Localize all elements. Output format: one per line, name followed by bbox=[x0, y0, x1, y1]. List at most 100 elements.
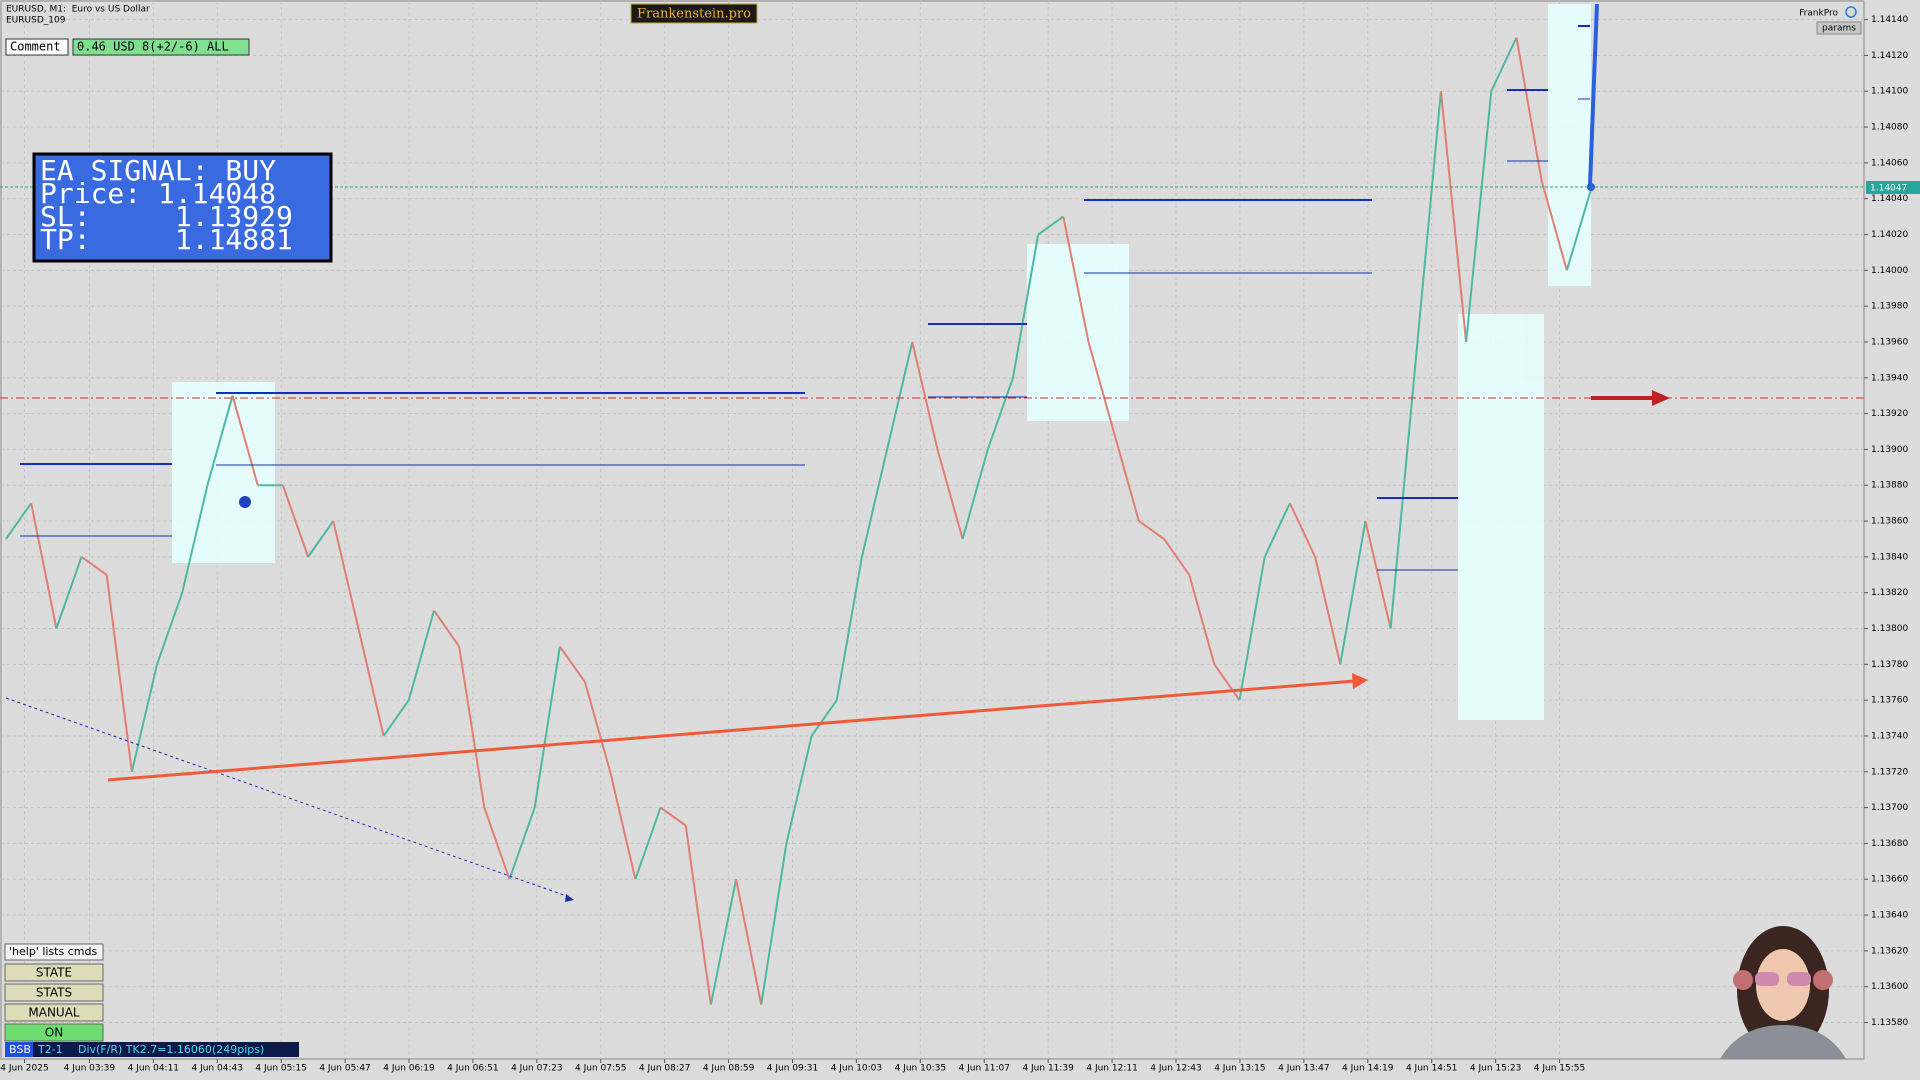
x-tick-label: 4 Jun 13:47 bbox=[1278, 1064, 1329, 1074]
price-segment bbox=[1490, 37, 1518, 92]
hint-box bbox=[4, 943, 104, 961]
price-segment bbox=[684, 825, 712, 1005]
x-tick-label: 4 Jun 09:31 bbox=[767, 1064, 818, 1074]
x-tick-label: 4 Jun 13:15 bbox=[1214, 1064, 1265, 1074]
price-segment bbox=[1439, 91, 1468, 343]
indicator-label: FrankPro bbox=[1799, 9, 1838, 19]
arrow-head bbox=[1352, 673, 1368, 689]
body bbox=[1720, 1025, 1846, 1059]
y-tick-label: 1.13880 bbox=[1871, 481, 1908, 491]
entry-marker bbox=[1587, 183, 1595, 191]
control-button-label[interactable]: STATS bbox=[36, 986, 72, 1000]
x-tick-label: 4 Jun 10:35 bbox=[895, 1064, 946, 1074]
price-segment bbox=[105, 574, 133, 772]
price-segment bbox=[55, 556, 83, 629]
comment-value-box bbox=[72, 38, 250, 56]
y-tick-label: 1.13640 bbox=[1871, 911, 1908, 921]
price-segment bbox=[1062, 216, 1090, 343]
y-tick-label: 1.14120 bbox=[1871, 51, 1908, 61]
current-price-label: 1.14047 bbox=[1870, 184, 1907, 194]
price-segment bbox=[735, 879, 763, 1005]
price-trace bbox=[5, 37, 1593, 1005]
marker bbox=[239, 496, 251, 508]
x-tick-label: 4 Jun 11:07 bbox=[959, 1064, 1010, 1074]
price-segment bbox=[1213, 663, 1241, 701]
zone bbox=[1548, 4, 1591, 286]
y-tick-label: 1.14020 bbox=[1871, 230, 1908, 240]
signal-panel bbox=[32, 152, 333, 263]
y-tick-label: 1.14000 bbox=[1871, 266, 1908, 276]
price-segment bbox=[206, 395, 234, 486]
x-tick-label: 4 Jun 2025 bbox=[0, 1064, 48, 1074]
comment-label-box bbox=[5, 38, 69, 56]
y-tick-label: 1.13840 bbox=[1871, 552, 1908, 562]
x-tick-label: 4 Jun 15:23 bbox=[1470, 1064, 1521, 1074]
y-tick-label: 1.13600 bbox=[1871, 982, 1908, 992]
brand-label: Frankenstein.pro bbox=[637, 7, 751, 22]
comment-value: 0.46 USD 8(+2/-6) ALL bbox=[77, 40, 229, 54]
price-segment bbox=[1314, 556, 1342, 665]
y-tick-label: 1.13660 bbox=[1871, 875, 1908, 885]
price-segment bbox=[1238, 556, 1266, 701]
control-button[interactable] bbox=[4, 983, 104, 1002]
control-button-label[interactable]: MANUAL bbox=[28, 1006, 80, 1020]
price-segment bbox=[936, 449, 964, 540]
x-tick-label: 4 Jun 14:51 bbox=[1406, 1064, 1457, 1074]
price-segment bbox=[30, 502, 58, 629]
y-tick-label: 1.13920 bbox=[1871, 409, 1908, 419]
x-tick-label: 4 Jun 06:19 bbox=[383, 1064, 435, 1074]
x-tick-label: 4 Jun 12:11 bbox=[1086, 1064, 1137, 1074]
control-button[interactable] bbox=[4, 1003, 104, 1022]
price-segment bbox=[760, 843, 788, 1005]
symbol-label: EURUSD, M1: Euro vs US Dollar bbox=[6, 5, 150, 15]
signal-line: Price: 1.14048 bbox=[40, 177, 276, 210]
status-tag bbox=[5, 1042, 33, 1057]
params-button-label[interactable]: params bbox=[1822, 24, 1856, 34]
price-segment bbox=[835, 556, 863, 701]
price-segment bbox=[1037, 215, 1064, 236]
params-button[interactable] bbox=[1816, 21, 1862, 35]
signal-line: SL: 1.13929 bbox=[40, 200, 293, 233]
x-tick-label: 4 Jun 08:27 bbox=[639, 1064, 690, 1074]
price-segment bbox=[1389, 359, 1417, 629]
x-tick-label: 4 Jun 08:59 bbox=[703, 1064, 755, 1074]
headphone bbox=[1733, 970, 1753, 990]
price-segment bbox=[1011, 234, 1040, 378]
price-segment bbox=[659, 806, 687, 827]
x-tick-label: 4 Jun 07:55 bbox=[575, 1064, 626, 1074]
control-button-label[interactable]: STATE bbox=[36, 966, 72, 980]
control-button[interactable] bbox=[4, 963, 104, 982]
price-segment bbox=[357, 628, 385, 737]
y-tick-label: 1.13980 bbox=[1871, 302, 1908, 312]
glasses bbox=[1787, 972, 1811, 986]
glasses bbox=[1755, 972, 1779, 986]
price-segment bbox=[1288, 502, 1316, 558]
x-tick-label: 4 Jun 04:43 bbox=[191, 1064, 242, 1074]
price-segment bbox=[281, 484, 310, 558]
x-tick-label: 4 Jun 05:15 bbox=[255, 1064, 306, 1074]
trend-line bbox=[5, 697, 573, 899]
price-segment bbox=[407, 610, 435, 701]
status-item: Div(F/R) TK2.7=1.16060(249pips) bbox=[78, 1043, 264, 1056]
y-tick-label: 1.13960 bbox=[1871, 337, 1908, 347]
signal-title: EA SIGNAL: BUY bbox=[40, 154, 276, 187]
trend-arrow bbox=[107, 679, 1356, 782]
x-tick-label: 4 Jun 03:39 bbox=[64, 1064, 116, 1074]
control-button[interactable] bbox=[4, 1023, 104, 1042]
control-button-label[interactable]: ON bbox=[45, 1026, 63, 1040]
y-tick-label: 1.13680 bbox=[1871, 839, 1908, 849]
price-axis: 1.13580 1.13600 1.13620 1.13640 1.13660 1.136… bbox=[1864, 15, 1908, 1028]
price-segment bbox=[130, 664, 159, 773]
y-tick-label: 1.13720 bbox=[1871, 767, 1908, 777]
price-segment bbox=[433, 610, 460, 647]
price-segment bbox=[986, 377, 1014, 450]
status-item: T2-1 bbox=[37, 1043, 63, 1056]
price-segment bbox=[709, 879, 738, 1005]
price-segment bbox=[533, 646, 561, 808]
price-segment bbox=[911, 341, 939, 450]
x-tick-label: 4 Jun 15:55 bbox=[1534, 1064, 1585, 1074]
price-segment bbox=[559, 645, 586, 683]
price-segment bbox=[332, 520, 360, 629]
y-tick-label: 1.14040 bbox=[1871, 194, 1908, 204]
